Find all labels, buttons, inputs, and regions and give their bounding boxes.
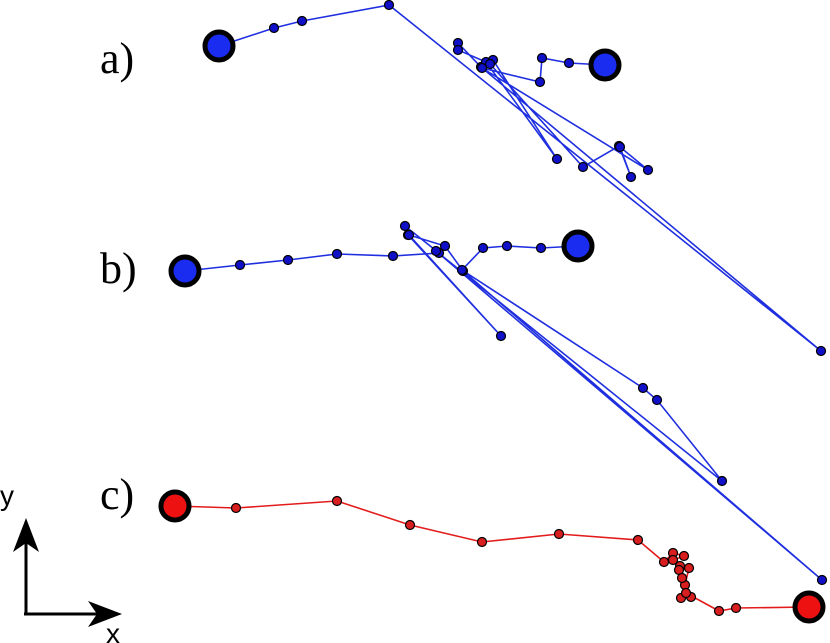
- trajectory-node-b: [651, 394, 663, 406]
- trajectory-node-b: [282, 254, 294, 266]
- trajectory-node-a: [452, 44, 464, 56]
- trajectory-node-a: [484, 58, 496, 70]
- trajectory-node-c: [683, 562, 695, 574]
- trajectory-node-a: [383, 0, 395, 11]
- trajectory-end-point-a: [588, 48, 622, 82]
- trajectory-c: [158, 489, 826, 624]
- trajectory-node-a: [642, 164, 654, 176]
- trajectory-node-b: [477, 242, 489, 254]
- trajectory-start-point-a: [202, 29, 236, 63]
- trajectory-node-c: [713, 605, 725, 617]
- x-axis-arrowhead: [88, 601, 122, 627]
- trajectory-node-a: [268, 22, 280, 34]
- trajectory-node-a: [536, 52, 548, 64]
- trajectory-node-b: [501, 240, 513, 252]
- trajectory-node-c: [404, 519, 416, 531]
- trajectory-a: [202, 0, 827, 357]
- trajectory-node-c: [331, 495, 343, 507]
- trajectory-node-a: [476, 62, 488, 74]
- trajectory-node-b: [399, 220, 411, 232]
- trajectory-node-a: [625, 171, 637, 183]
- trajectory-node-a: [577, 161, 589, 173]
- trajectory-node-b: [430, 245, 442, 257]
- trajectory-node-c: [658, 556, 670, 568]
- trajectory-end-point-b: [561, 229, 595, 263]
- trajectory-node-b: [331, 248, 343, 260]
- panel-label-a: a): [100, 34, 134, 83]
- trajectory-node-b: [637, 382, 649, 394]
- trajectory-b: [168, 220, 828, 586]
- trajectory-node-c: [676, 572, 688, 584]
- trajectory-node-b: [535, 242, 547, 254]
- trajectory-path-b: [184, 223, 823, 581]
- trajectory-path-a: [218, 4, 822, 352]
- y-axis-arrowhead: [13, 518, 39, 552]
- y-axis-label: y: [0, 480, 14, 511]
- trajectory-node-b: [439, 240, 451, 252]
- axes-indicator: y x: [0, 480, 122, 643]
- panel-label-b: b): [100, 244, 137, 293]
- trajectory-node-c: [230, 502, 242, 514]
- trajectory-node-a: [614, 141, 626, 153]
- trajectory-node-b: [456, 264, 468, 276]
- trajectory-node-b: [234, 259, 246, 271]
- trajectory-end-point-c: [792, 590, 826, 624]
- trajectory-node-a: [563, 57, 575, 69]
- trajectory-node-c: [678, 550, 690, 562]
- trajectory-node-b: [495, 330, 507, 342]
- x-axis-label: x: [106, 618, 120, 643]
- trajectory-node-b: [403, 229, 415, 241]
- trajectory-node-a: [551, 153, 563, 165]
- trajectory-path-c: [174, 500, 810, 612]
- trajectory-node-b: [387, 250, 399, 262]
- trajectory-node-c: [553, 528, 565, 540]
- trajectory-node-c: [680, 587, 692, 599]
- trajectory-node-c: [667, 554, 679, 566]
- trajectory-node-a: [534, 76, 546, 88]
- panel-label-c: c): [100, 470, 134, 519]
- trajectory-node-b: [716, 475, 728, 487]
- trajectory-node-c: [476, 536, 488, 548]
- trajectory-node-a: [815, 345, 827, 357]
- trajectory-node-a: [296, 15, 308, 27]
- trajectory-node-c: [632, 534, 644, 546]
- trajectory-start-point-b: [168, 254, 202, 288]
- trajectory-node-b: [816, 574, 828, 586]
- trajectory-node-c: [730, 602, 742, 614]
- trajectory-start-point-c: [158, 489, 192, 523]
